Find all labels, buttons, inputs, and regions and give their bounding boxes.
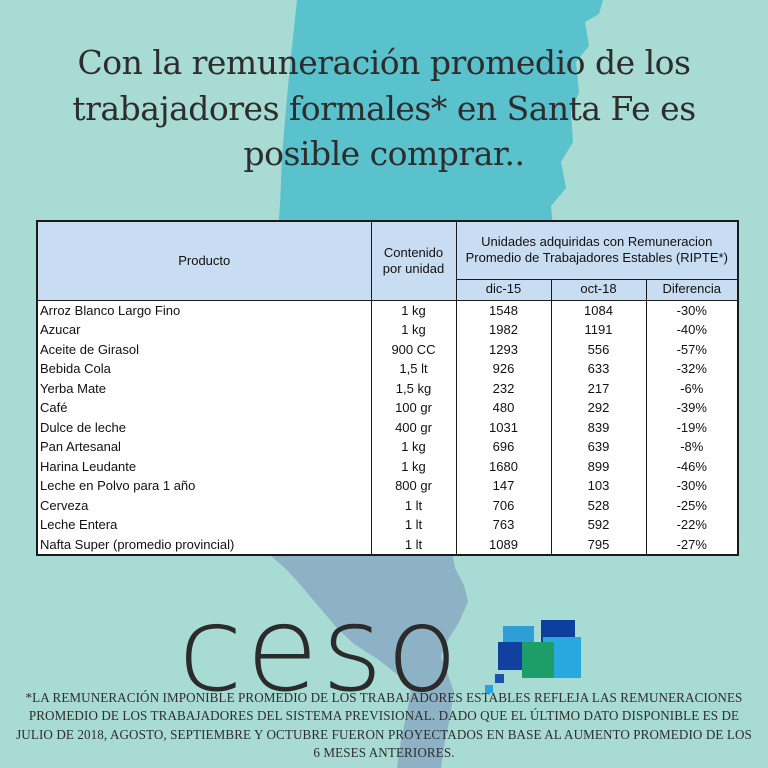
product-name-cell: Bebida Cola: [36, 359, 372, 379]
product-name-cell: Nafta Super (promedio provincial): [36, 534, 372, 555]
oct-18-cell: 592: [550, 515, 647, 535]
product-name-cell: Harina Leudante: [36, 456, 372, 476]
content-cell: 1 kg: [370, 437, 457, 457]
dic-15-cell: 480: [455, 398, 552, 418]
oct-18-cell: 1191: [550, 320, 647, 340]
square-cyan: [543, 637, 581, 678]
dic-15-cell: 706: [455, 495, 552, 515]
content-cell: 1,5 lt: [370, 359, 457, 379]
product-name-cell: Dulce de leche: [36, 417, 372, 437]
product-name-cell: Arroz Blanco Largo Fino: [36, 300, 372, 320]
product-name-cell: Café: [36, 398, 372, 418]
diferencia-cell: -30%: [645, 300, 739, 320]
dic-15-cell: 1031: [455, 417, 552, 437]
oct-18-cell: 292: [550, 398, 647, 418]
content-cell: 1 lt: [370, 534, 457, 555]
oct-18-cell: 639: [550, 437, 647, 457]
square-darkblue: [498, 642, 525, 670]
content-cell: 1 lt: [370, 515, 457, 535]
table-row: Leche Entera 1 lt 763 592 -22%: [36, 515, 739, 535]
product-name-cell: Aceite de Girasol: [36, 339, 372, 359]
diferencia-cell: -6%: [645, 378, 739, 398]
oct-18-cell: 217: [550, 378, 647, 398]
content-cell: 400 gr: [370, 417, 457, 437]
column-header-unidades: Unidades adquiridas con Remuneracion Pro…: [455, 220, 739, 280]
square-lightblue: [503, 626, 534, 664]
content-cell: 100 gr: [370, 398, 457, 418]
table-row: Pan Artesanal 1 kg 696 639 -8%: [36, 437, 739, 457]
footnote: *LA REMUNERACIÓN IMPONIBLE PROMEDIO DE L…: [16, 690, 752, 760]
column-header-dic-15: dic-15: [455, 278, 552, 301]
diferencia-cell: -32%: [645, 359, 739, 379]
diferencia-cell: -22%: [645, 515, 739, 535]
diferencia-cell: -46%: [645, 456, 739, 476]
table-row: Bebida Cola 1,5 lt 926 633 -32%: [36, 359, 739, 379]
content-cell: 1 kg: [370, 320, 457, 340]
table-row: Aceite de Girasol 900 CC 1293 556 -57%: [36, 339, 739, 359]
oct-18-cell: 528: [550, 495, 647, 515]
content-cell: 1 lt: [370, 495, 457, 515]
diferencia-cell: -57%: [645, 339, 739, 359]
dic-15-cell: 926: [455, 359, 552, 379]
product-name-cell: Leche en Polvo para 1 año: [36, 476, 372, 496]
dic-15-cell: 763: [455, 515, 552, 535]
dic-15-cell: 1548: [455, 300, 552, 320]
oct-18-cell: 839: [550, 417, 647, 437]
dic-15-cell: 1293: [455, 339, 552, 359]
oct-18-cell: 899: [550, 456, 647, 476]
dic-15-cell: 1089: [455, 534, 552, 555]
content-cell: 900 CC: [370, 339, 457, 359]
table-row: Yerba Mate 1,5 kg 232 217 -6%: [36, 378, 739, 398]
diferencia-cell: -8%: [645, 437, 739, 457]
table-row: Dulce de leche 400 gr 1031 839 -19%: [36, 417, 739, 437]
table-row: Café 100 gr 480 292 -39%: [36, 398, 739, 418]
table-row: Cerveza 1 lt 706 528 -25%: [36, 495, 739, 515]
products-table: Producto Contenido por unidad Unidades a…: [36, 220, 740, 556]
square-green: [522, 642, 554, 678]
product-name-cell: Pan Artesanal: [36, 437, 372, 457]
page-title: Con la remuneración promedio de los trab…: [72, 43, 696, 174]
dic-15-cell: 147: [455, 476, 552, 496]
product-name-cell: Cerveza: [36, 495, 372, 515]
diferencia-cell: -19%: [645, 417, 739, 437]
diferencia-cell: -30%: [645, 476, 739, 496]
dic-15-cell: 1680: [455, 456, 552, 476]
oct-18-cell: 556: [550, 339, 647, 359]
table-row: Arroz Blanco Largo Fino 1 kg 1548 1084 -30%: [36, 300, 739, 320]
product-name-cell: Azucar: [36, 320, 372, 340]
column-header-oct-18: oct-18: [550, 278, 647, 301]
column-header-diferencia: Diferencia: [645, 278, 739, 301]
dot-navy: [495, 674, 504, 683]
product-name-cell: Yerba Mate: [36, 378, 372, 398]
column-header-producto: Producto: [36, 220, 372, 301]
diferencia-cell: -39%: [645, 398, 739, 418]
table-row: Azucar 1 kg 1982 1191 -40%: [36, 320, 739, 340]
oct-18-cell: 103: [550, 476, 647, 496]
content-cell: 1 kg: [370, 456, 457, 476]
content-cell: 1 kg: [370, 300, 457, 320]
product-name-cell: Leche Entera: [36, 515, 372, 535]
content-cell: 1,5 kg: [370, 378, 457, 398]
table-row: Nafta Super (promedio provincial) 1 lt 108…: [36, 534, 739, 555]
square-navy-top: [541, 620, 575, 652]
dic-15-cell: 1982: [455, 320, 552, 340]
diferencia-cell: -25%: [645, 495, 739, 515]
oct-18-cell: 1084: [550, 300, 647, 320]
column-header-contenido: Contenido por unidad: [370, 220, 457, 301]
oct-18-cell: 795: [550, 534, 647, 555]
diferencia-cell: -40%: [645, 320, 739, 340]
oct-18-cell: 633: [550, 359, 647, 379]
dic-15-cell: 696: [455, 437, 552, 457]
diferencia-cell: -27%: [645, 534, 739, 555]
ceso-logo-wordmark: ceso: [178, 580, 462, 718]
dic-15-cell: 232: [455, 378, 552, 398]
table-row: Leche en Polvo para 1 año 800 gr 147 103 -30…: [36, 476, 739, 496]
content-cell: 800 gr: [370, 476, 457, 496]
table-row: Harina Leudante 1 kg 1680 899 -46%: [36, 456, 739, 476]
